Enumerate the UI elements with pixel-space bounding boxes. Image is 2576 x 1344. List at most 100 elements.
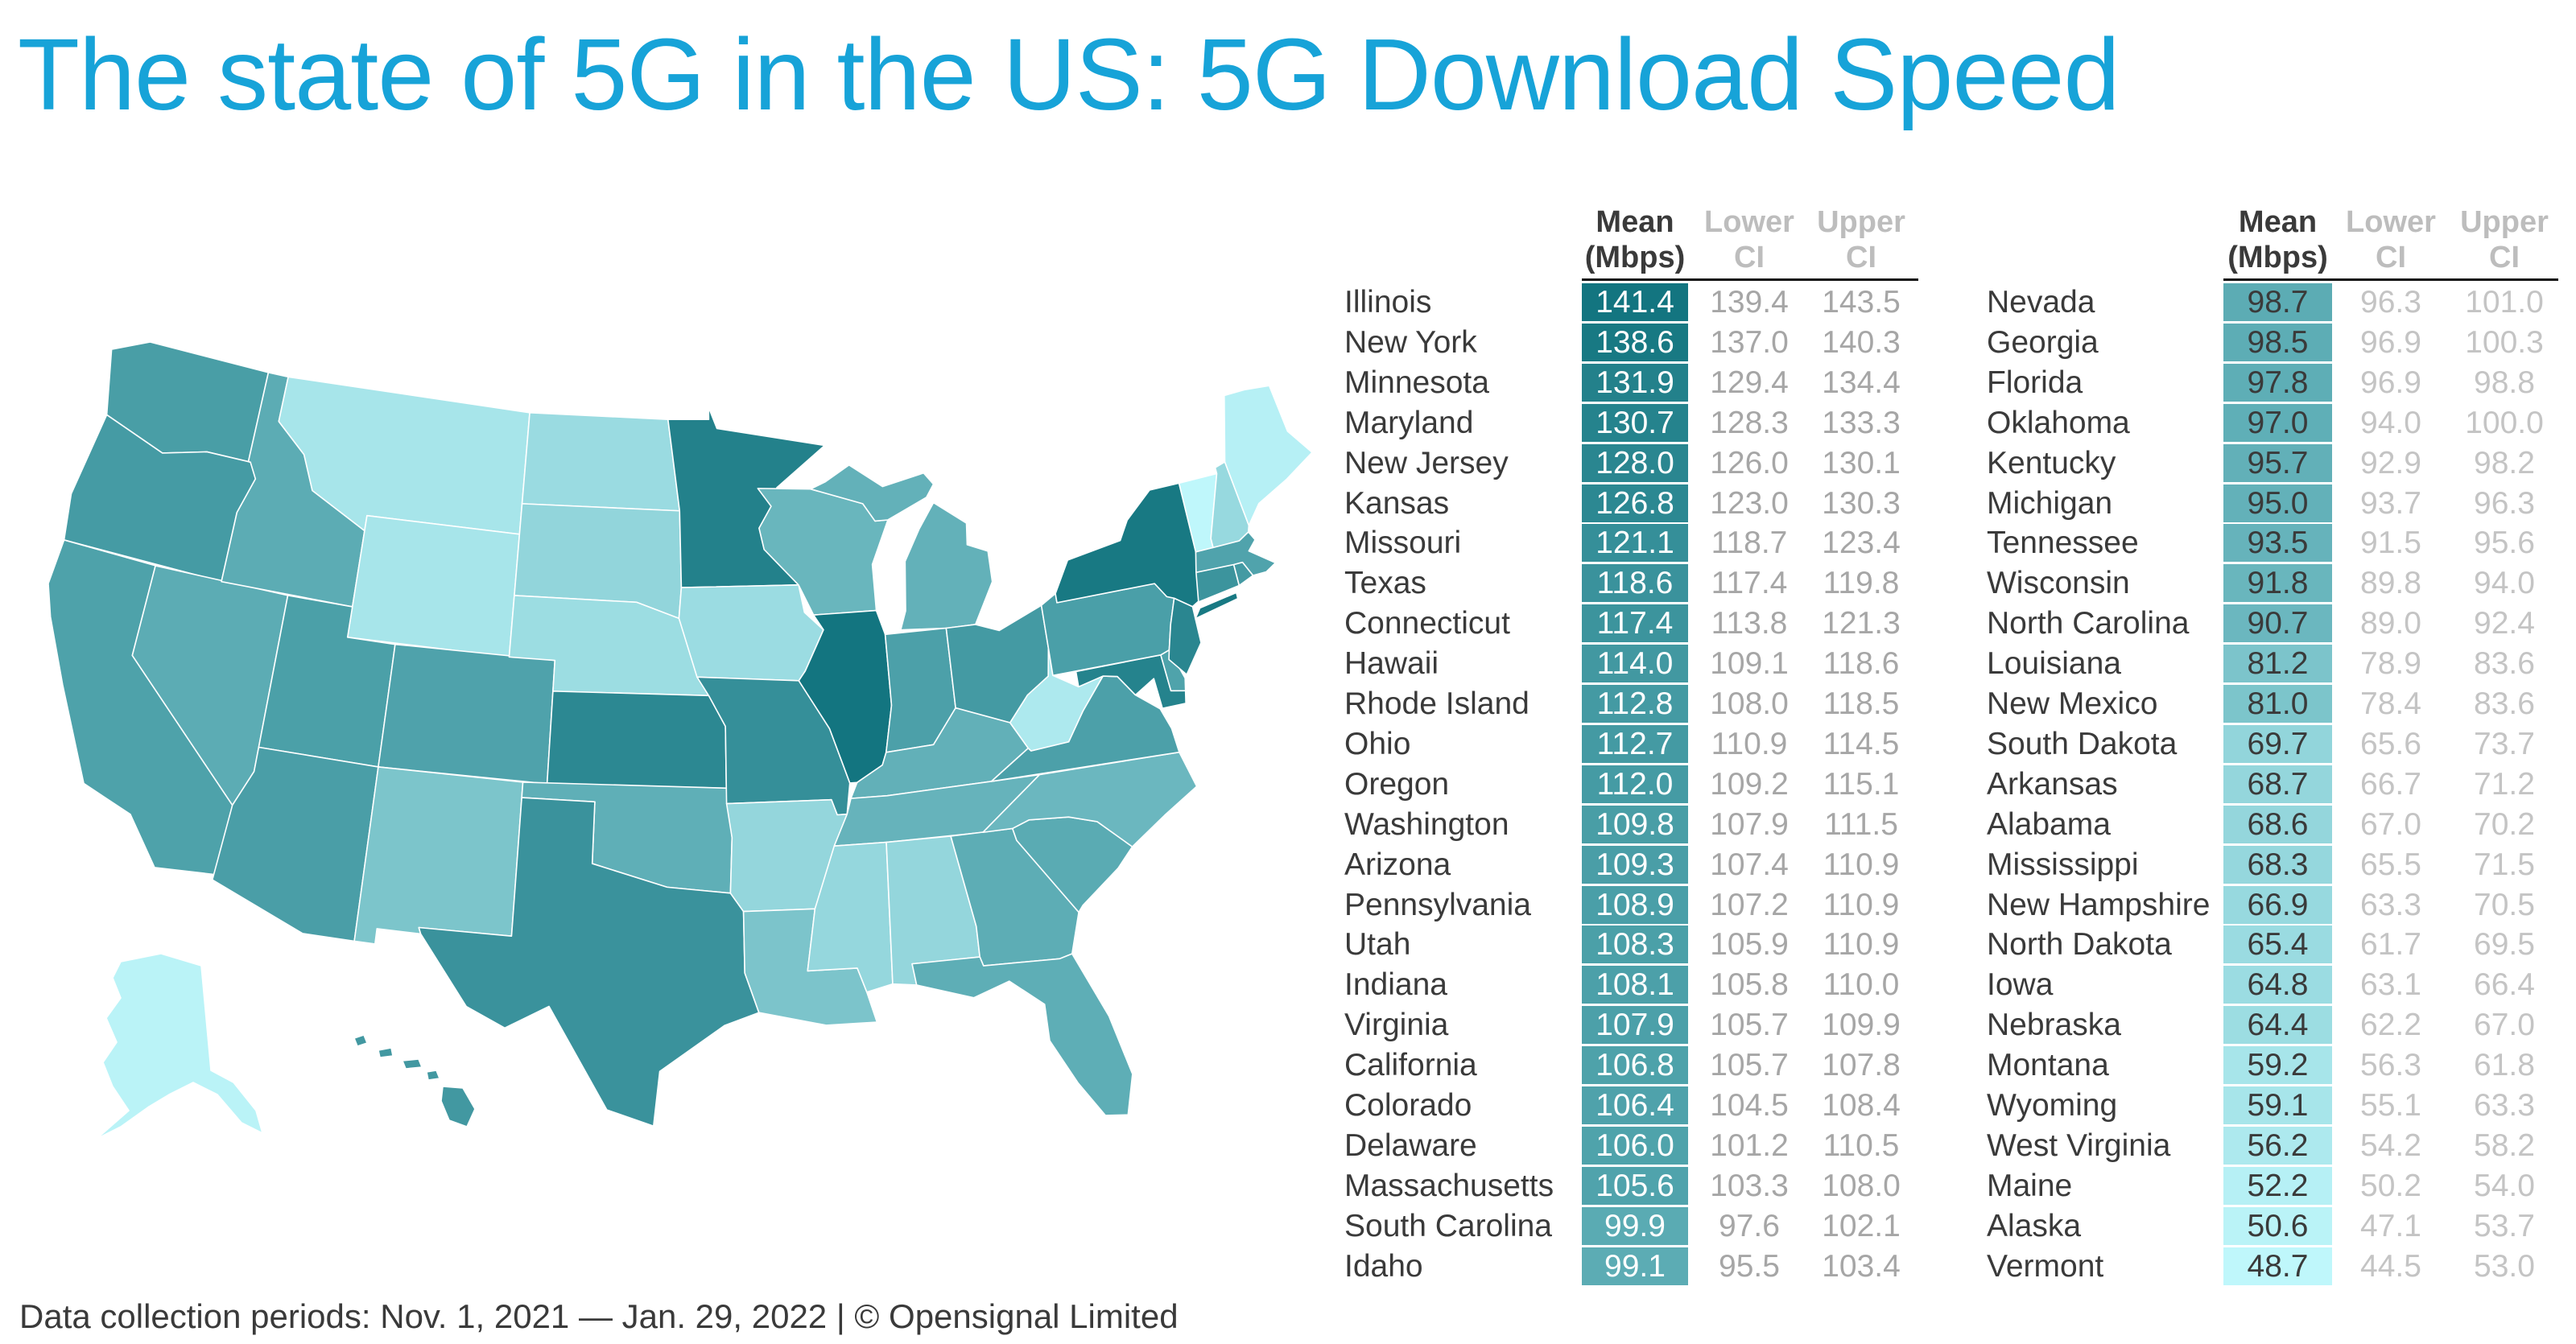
upper-ci-cell: 94.0	[2474, 566, 2535, 601]
lower-ci-cell: 44.5	[2360, 1248, 2421, 1284]
lower-ci-cell: 65.6	[2360, 726, 2421, 761]
header-divider	[1582, 278, 1918, 281]
state-name: Rhode Island	[1344, 686, 1530, 721]
mean-value-cell: 109.8	[1582, 805, 1688, 843]
lower-ci-cell: 62.2	[2360, 1008, 2421, 1043]
mean-value-cell: 138.6	[1582, 323, 1688, 361]
lower-ci-cell: 107.4	[1710, 847, 1789, 882]
lower-ci-cell: 109.2	[1710, 766, 1789, 802]
upper-ci-cell: 92.4	[2474, 606, 2535, 641]
state-name: Massachusetts	[1344, 1168, 1554, 1203]
column-header-mean: (Mbps)	[2227, 241, 2328, 274]
state-michigan	[900, 501, 993, 631]
lower-ci-cell: 107.9	[1710, 806, 1789, 842]
lower-ci-cell: 96.9	[2360, 365, 2421, 400]
lower-ci-cell: 104.5	[1710, 1088, 1789, 1123]
mean-value-cell: 106.0	[1582, 1126, 1688, 1165]
upper-ci-cell: 111.5	[1824, 806, 1898, 842]
lower-ci-cell: 93.7	[2360, 485, 2421, 521]
lower-ci-cell: 110.9	[1711, 726, 1788, 761]
state-name: Pennsylvania	[1344, 887, 1531, 922]
lower-ci-cell: 47.1	[2360, 1208, 2421, 1243]
upper-ci-cell: 121.3	[1822, 606, 1901, 641]
upper-ci-cell: 108.0	[1822, 1168, 1901, 1203]
lower-ci-cell: 118.7	[1711, 526, 1788, 561]
mean-value-cell: 108.3	[1582, 926, 1688, 964]
state-name: North Dakota	[1987, 927, 2172, 963]
state-hawaii	[353, 1034, 368, 1047]
upper-ci-cell: 130.3	[1822, 485, 1901, 521]
upper-ci-cell: 96.3	[2474, 485, 2535, 521]
state-florida	[911, 953, 1133, 1116]
upper-ci-cell: 67.0	[2474, 1008, 2535, 1043]
lower-ci-cell: 128.3	[1710, 405, 1789, 440]
upper-ci-cell: 108.4	[1822, 1088, 1901, 1123]
state-name: Missouri	[1344, 526, 1462, 561]
upper-ci-cell: 103.4	[1822, 1248, 1901, 1284]
mean-value-cell: 114.0	[1582, 645, 1688, 683]
upper-ci-cell: 140.3	[1822, 324, 1901, 360]
state-name: North Carolina	[1987, 606, 2190, 641]
mean-value-cell: 52.2	[2223, 1166, 2332, 1205]
upper-ci-cell: 134.4	[1822, 365, 1901, 400]
lower-ci-cell: 105.8	[1710, 967, 1789, 1003]
mean-value-cell: 99.9	[1582, 1206, 1688, 1245]
state-name: Maryland	[1344, 405, 1474, 440]
state-name: Connecticut	[1344, 606, 1510, 641]
state-name: Mississippi	[1987, 847, 2139, 882]
mean-value-cell: 48.7	[2223, 1247, 2332, 1285]
lower-ci-cell: 92.9	[2360, 445, 2421, 480]
state-texas	[418, 797, 760, 1128]
mean-value-cell: 65.4	[2223, 926, 2332, 964]
state-new-mexico	[353, 766, 524, 945]
upper-ci-cell: 70.2	[2474, 806, 2535, 842]
state-name: West Virginia	[1987, 1128, 2171, 1163]
upper-ci-cell: 95.6	[2474, 526, 2535, 561]
state-new-york	[1055, 482, 1203, 608]
mean-value-cell: 50.6	[2223, 1206, 2332, 1245]
state-hawaii	[402, 1058, 423, 1070]
state-name: South Dakota	[1987, 726, 2178, 761]
state-name: Indiana	[1344, 967, 1447, 1003]
state-iowa	[678, 584, 824, 682]
state-name: New York	[1344, 324, 1477, 360]
upper-ci-cell: 69.5	[2474, 927, 2535, 963]
mean-value-cell: 128.0	[1582, 443, 1688, 482]
state-name: New Hampshire	[1987, 887, 2211, 922]
upper-ci-cell: 61.8	[2474, 1048, 2535, 1083]
upper-ci-cell: 110.9	[1823, 927, 1900, 963]
lower-ci-cell: 91.5	[2360, 526, 2421, 561]
lower-ci-cell: 63.3	[2360, 887, 2421, 922]
mean-value-cell: 112.0	[1582, 765, 1688, 803]
mean-value-cell: 108.1	[1582, 966, 1688, 1004]
mean-value-cell: 95.7	[2223, 443, 2332, 482]
upper-ci-cell: 100.0	[2465, 405, 2544, 440]
mean-value-cell: 93.5	[2223, 524, 2332, 563]
lower-ci-cell: 67.0	[2360, 806, 2421, 842]
upper-ci-cell: 73.7	[2474, 726, 2535, 761]
state-michigan	[810, 464, 935, 522]
lower-ci-cell: 103.3	[1710, 1168, 1789, 1203]
state-name: Utah	[1344, 927, 1411, 963]
state-new-york	[1195, 592, 1239, 620]
upper-ci-cell: 70.5	[2474, 887, 2535, 922]
lower-ci-cell: 96.9	[2360, 324, 2421, 360]
state-name: New Mexico	[1987, 686, 2158, 721]
mean-value-cell: 107.9	[1582, 1006, 1688, 1045]
mean-value-cell: 97.8	[2223, 363, 2332, 402]
mean-value-cell: 81.2	[2223, 645, 2332, 683]
state-maine	[1223, 385, 1313, 526]
mean-value-cell: 131.9	[1582, 363, 1688, 402]
mean-value-cell: 68.6	[2223, 805, 2332, 843]
column-header-mean: Mean	[2238, 205, 2318, 239]
column-header-lower: Lower	[1704, 205, 1794, 239]
lower-ci-cell: 105.7	[1710, 1048, 1789, 1083]
state-name: Wisconsin	[1987, 566, 2130, 601]
lower-ci-cell: 139.4	[1710, 285, 1789, 320]
lower-ci-cell: 117.4	[1711, 566, 1788, 601]
column-header-mean: Mean	[1596, 205, 1674, 239]
lower-ci-cell: 105.7	[1710, 1008, 1789, 1043]
upper-ci-cell: 58.2	[2474, 1128, 2535, 1163]
column-header-upper: Upper	[2460, 205, 2549, 239]
mean-value-cell: 68.3	[2223, 845, 2332, 884]
